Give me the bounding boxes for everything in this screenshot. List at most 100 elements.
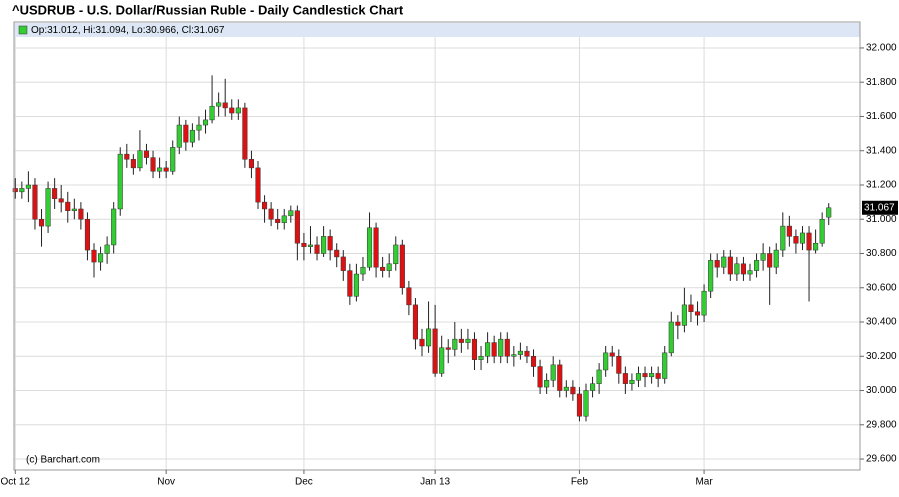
candle-body [727, 256, 733, 275]
candle-body [537, 366, 543, 388]
y-tick-label: 32.000 [866, 43, 897, 54]
candle-body [202, 119, 209, 126]
candle-body [616, 356, 622, 374]
candle-body [688, 304, 694, 312]
last-price-box [862, 200, 898, 215]
y-tick-label: 31.200 [866, 180, 897, 191]
candle-body [360, 266, 366, 275]
candle-body [649, 373, 655, 378]
candle-body [445, 347, 451, 350]
candle-body [45, 188, 51, 227]
candle-body [511, 354, 517, 357]
candle-body [635, 373, 642, 381]
plot-frame [13, 21, 861, 471]
candle-body [399, 244, 405, 289]
candle-body [157, 167, 163, 172]
candle-body [262, 201, 268, 210]
candle-body [629, 379, 635, 384]
candle-body [216, 102, 222, 107]
candle-body [65, 201, 71, 211]
candle-body [163, 167, 169, 172]
candle-body [622, 373, 628, 384]
candle-body [662, 352, 668, 379]
candle-body [668, 321, 674, 354]
candle-body [819, 218, 825, 244]
candle-body [721, 256, 727, 268]
candle-body [609, 352, 615, 357]
candle-body [458, 338, 464, 343]
candle-body [675, 321, 681, 326]
y-tick-label: 29.800 [866, 419, 897, 430]
candle-body [275, 218, 281, 223]
y-tick-label: 31.600 [866, 111, 897, 122]
candle-body [321, 236, 327, 254]
candle-body [642, 373, 648, 378]
candle-body [530, 356, 537, 367]
candle-body [452, 338, 458, 350]
candle-body [52, 188, 58, 199]
candle-body [576, 393, 582, 417]
candle-body [786, 225, 792, 237]
candle-body [307, 244, 314, 247]
legend-text: Op:31.012, Hi:31.094, Lo:30.966, Cl:31.0… [31, 25, 225, 36]
candle-body [550, 364, 556, 381]
candle-body [754, 260, 760, 271]
x-tick-label: Dec [295, 477, 313, 488]
candle-body [71, 208, 77, 211]
candle-body [170, 147, 176, 172]
candle-body [734, 263, 740, 275]
candle-body [681, 304, 687, 326]
candle-body [32, 184, 38, 220]
candle-body [426, 328, 432, 347]
candle-body [143, 150, 150, 158]
candle-body [229, 107, 235, 114]
candle-body [793, 236, 799, 244]
candle-body [412, 304, 418, 340]
candle-body [340, 256, 346, 271]
candle-body [773, 249, 779, 268]
candle-body [386, 263, 392, 271]
legend-swatch [18, 25, 28, 35]
y-tick-label: 30.800 [866, 248, 897, 259]
candle-body [347, 270, 353, 297]
candle-body [517, 350, 523, 355]
candle-body [301, 242, 307, 247]
x-tick-label: Nov [157, 477, 175, 488]
chart-title: ^USDRUB - U.S. Dollar/Russian Ruble - Da… [12, 2, 404, 17]
candle-body [288, 210, 294, 217]
candle-body [366, 227, 373, 268]
candle-body [478, 356, 484, 360]
candle-body [137, 150, 143, 169]
candle-body [327, 236, 333, 251]
legend-bar [14, 23, 860, 37]
candle-body [544, 379, 550, 388]
candle-body [84, 218, 90, 251]
candle-body [78, 208, 84, 220]
y-tick-label: 29.600 [866, 454, 897, 465]
candle-body [380, 266, 386, 271]
candle-body [189, 129, 195, 143]
candle-body [596, 369, 602, 384]
candle-body [826, 207, 832, 218]
candle-body [176, 124, 182, 148]
candle-body [701, 290, 707, 316]
last-price-label: 31.067 [864, 202, 895, 213]
watermark: (c) Barchart.com [26, 455, 100, 466]
candle-body [806, 232, 812, 251]
candle-body [740, 263, 746, 275]
candle-body [708, 260, 714, 292]
candle-body [196, 124, 202, 131]
candle-body [524, 350, 530, 357]
candle-body [760, 253, 766, 261]
x-tick-label: Jan 13 [420, 477, 450, 488]
candle-body [491, 342, 497, 357]
candle-body [799, 232, 806, 244]
candle-body [471, 338, 478, 360]
x-tick-label: Oct 12 [1, 477, 31, 488]
candle-body [583, 390, 589, 417]
y-tick-label: 30.600 [866, 282, 897, 293]
x-tick-label: Feb [571, 477, 589, 488]
candle-body [130, 159, 136, 169]
candle-body [406, 287, 412, 306]
